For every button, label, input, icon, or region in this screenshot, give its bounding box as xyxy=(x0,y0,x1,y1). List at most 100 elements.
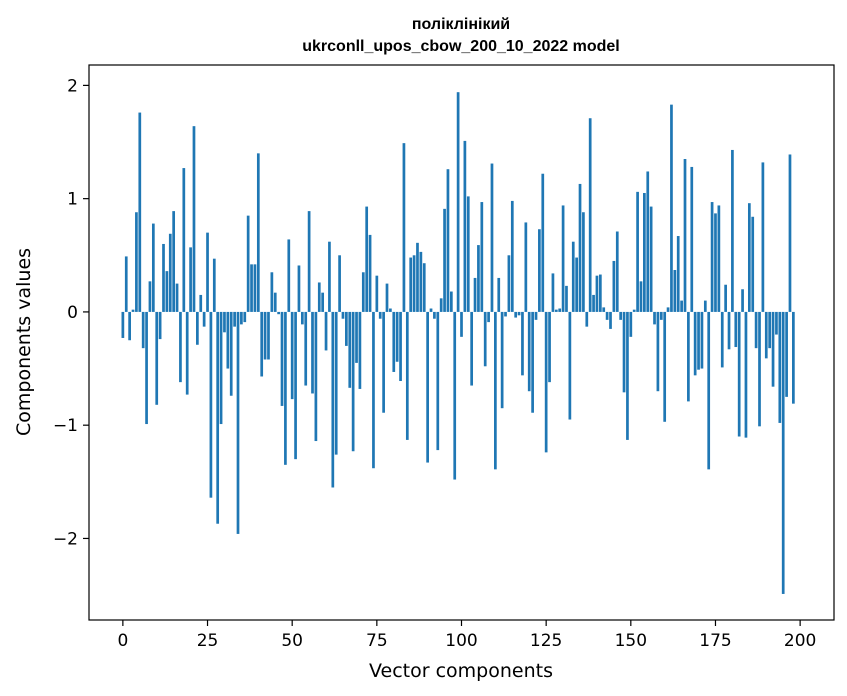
bar xyxy=(273,292,277,312)
y-tick-label: 2 xyxy=(67,76,78,96)
bar xyxy=(192,126,196,312)
bar xyxy=(209,311,213,498)
x-axis-ticks: 0 25 50 75 100 125 150 175 200 xyxy=(117,620,816,651)
chart-title-line2: ukrconll_upos_cbow_200_10_2022 model xyxy=(302,38,619,55)
bar xyxy=(328,241,331,312)
bar xyxy=(389,308,392,312)
bar xyxy=(456,92,460,312)
bar xyxy=(487,311,490,323)
bar xyxy=(781,311,785,594)
bar xyxy=(561,205,565,312)
bar xyxy=(754,311,758,349)
y-tick-label: 0 xyxy=(67,303,78,323)
bar xyxy=(304,311,308,386)
bar xyxy=(392,311,396,372)
bar xyxy=(602,307,606,312)
bar xyxy=(571,241,575,312)
bar xyxy=(768,311,772,349)
bar xyxy=(629,311,633,337)
bar xyxy=(483,311,487,367)
bar xyxy=(375,275,379,312)
bar xyxy=(443,208,446,312)
plot-frame xyxy=(88,64,835,621)
bar xyxy=(145,311,148,425)
x-tick-label: 200 xyxy=(784,631,816,651)
bar xyxy=(355,311,358,363)
bar xyxy=(595,275,599,312)
bar xyxy=(494,311,497,470)
bar xyxy=(761,162,765,312)
bar xyxy=(212,258,216,312)
bar xyxy=(202,311,206,327)
bar xyxy=(697,311,700,370)
bar xyxy=(639,281,643,312)
bar xyxy=(131,309,135,312)
bar xyxy=(656,311,660,392)
bar xyxy=(598,274,602,312)
bar xyxy=(351,311,355,452)
bar xyxy=(778,311,782,423)
bar xyxy=(185,311,189,395)
y-tick-label: −2 xyxy=(53,529,78,549)
bar xyxy=(737,311,741,437)
bar xyxy=(399,311,402,382)
bar xyxy=(338,255,341,312)
chart-title-line1: поліклінікий xyxy=(412,16,510,33)
bar xyxy=(358,311,362,389)
bar xyxy=(135,212,138,312)
bar xyxy=(182,168,186,312)
bar xyxy=(426,311,429,463)
bar xyxy=(460,311,463,337)
bar xyxy=(433,311,436,319)
bar xyxy=(141,311,145,349)
bar xyxy=(395,311,399,362)
x-tick-label: 150 xyxy=(615,631,647,651)
x-tick-label: 25 xyxy=(197,631,219,651)
bar xyxy=(267,311,270,360)
bar xyxy=(727,311,731,350)
bar xyxy=(246,215,250,312)
bar xyxy=(216,311,220,524)
bar xyxy=(541,173,545,312)
bar xyxy=(368,234,372,312)
bar xyxy=(690,166,694,312)
bar xyxy=(751,216,755,312)
bar xyxy=(504,311,507,317)
bar xyxy=(172,211,176,312)
bar xyxy=(636,191,639,312)
bar xyxy=(615,231,619,312)
bar xyxy=(687,311,690,402)
bar xyxy=(724,284,727,312)
y-tick-label: 1 xyxy=(67,190,78,210)
y-axis-label: Components values xyxy=(13,248,35,436)
bar xyxy=(189,247,192,312)
x-tick-label: 75 xyxy=(366,631,388,651)
bar xyxy=(277,311,280,315)
bar xyxy=(382,311,385,413)
bar xyxy=(788,154,792,312)
bar xyxy=(565,285,568,312)
bar xyxy=(575,257,578,312)
bar xyxy=(747,203,751,312)
bar xyxy=(609,311,612,329)
bar xyxy=(226,311,230,369)
bar xyxy=(409,257,413,312)
bar xyxy=(446,169,450,312)
bar xyxy=(416,242,419,312)
bar xyxy=(256,153,260,312)
bar xyxy=(473,277,477,312)
bar xyxy=(477,245,480,312)
bar xyxy=(466,196,470,312)
bar xyxy=(510,200,514,312)
bar xyxy=(236,311,240,534)
bar xyxy=(538,229,541,312)
bar xyxy=(124,256,128,312)
bar xyxy=(771,311,775,387)
bar xyxy=(653,311,656,325)
bar xyxy=(544,311,548,453)
bar xyxy=(422,263,426,312)
x-tick-label: 100 xyxy=(445,631,477,651)
bar xyxy=(138,112,142,312)
